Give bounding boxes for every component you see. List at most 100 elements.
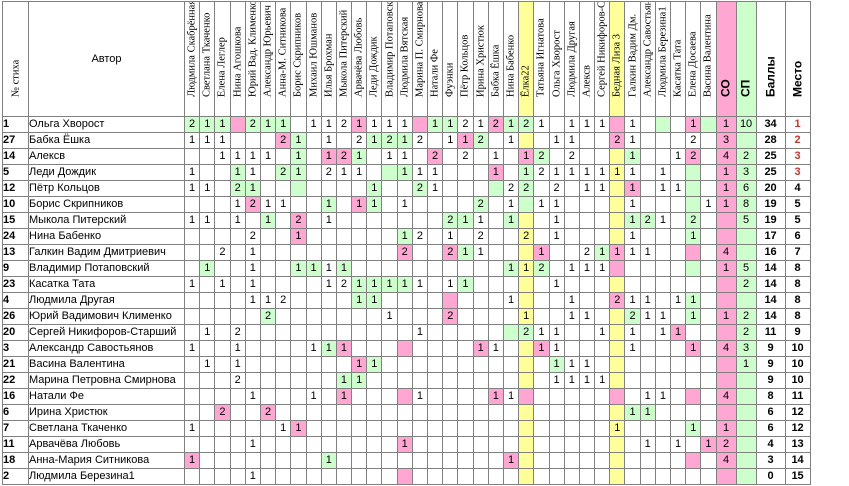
score-cell [229,436,246,453]
score-cell [320,228,337,245]
score-cell [457,164,474,181]
score-cell [351,228,368,245]
score-cell [700,180,717,197]
score-cell [411,452,429,469]
score-cell [654,196,672,213]
header-judge: Бабка Ёшка [487,1,504,117]
score-cell [214,180,231,197]
scores-table: № стиха Автор Людмила Скабрённая Светлана Т… [2,1,811,485]
balls-cell: 16 [755,244,786,261]
score-cell [563,388,580,405]
score-cell [305,276,322,293]
score-cell [411,292,429,309]
score-cell [290,292,307,309]
score-cell: 2 [685,132,702,149]
table-row: 22 Марина Петровна Смирнова 2 1 1 1 1 1 1 9 10 [2,372,811,389]
score-cell [396,372,413,389]
score-cell: 2 [533,260,550,277]
score-cell [578,292,596,309]
score-cell: 1 [624,340,641,357]
score-cell [426,244,444,261]
score-cell [442,372,459,389]
score-cell [594,148,611,165]
place-cell: 3 [784,148,811,165]
score-cell: 1 [214,276,231,293]
score-cell [700,388,717,405]
score-cell [335,132,353,149]
score-cell [457,356,474,373]
score-cell: 1 [183,212,201,229]
score-cell [609,116,626,133]
score-cell: 1 [578,116,596,133]
sp-cell: 6 [735,180,757,197]
score-cell [275,276,292,293]
score-cell [578,132,596,149]
score-cell [487,436,504,453]
score-cell: 1 [502,116,520,133]
header-verse-number: № стиха [2,1,29,117]
score-cell [426,404,444,421]
author-name: Арвачёва Любовь [28,436,185,453]
score-cell [700,404,717,421]
score-cell: 1 [472,244,489,261]
header-judge-label: Бабка Ёшка [490,44,502,97]
score-cell [669,404,687,421]
score-cell [229,116,246,133]
score-cell: 1 [320,196,337,213]
header-judge-label: Васина Валентина [702,14,714,97]
score-cell [381,244,398,261]
score-cell: 1 [411,324,429,341]
author-name: Анна-Мария Ситникова [28,452,185,469]
score-cell [639,468,656,485]
score-cell [563,436,580,453]
balls-cell: 25 [755,164,786,181]
score-cell [624,452,641,469]
score-cell [366,340,383,357]
score-cell: 1 [229,164,246,181]
score-cell [472,260,489,277]
score-cell [305,372,322,389]
header-judge-label: Елена Леглер [216,37,228,97]
score-cell [609,212,626,229]
score-cell [366,164,383,181]
score-cell: 1 [533,244,550,261]
score-cell: 1 [351,372,368,389]
score-cell: 1 [548,212,565,229]
score-cell [669,212,687,229]
score-cell: 1 [305,116,322,133]
score-cell [700,132,717,149]
score-cell [214,292,231,309]
sp-cell: 3 [735,164,757,181]
score-cell: 1 [320,148,337,165]
score-cell [563,452,580,469]
verse-number: 11 [2,436,29,453]
score-cell [609,468,626,485]
score-cell [442,452,459,469]
score-cell [442,148,459,165]
score-cell: 1 [351,148,368,165]
score-cell [259,356,277,373]
score-cell [669,340,687,357]
score-cell: 1 [624,148,641,165]
score-cell [259,132,277,149]
score-cell: 1 [351,116,368,133]
score-cell [351,404,368,421]
score-cell [183,356,201,373]
score-cell: 1 [624,132,641,149]
score-cell [533,132,550,149]
score-cell: 1 [563,260,580,277]
score-cell: 2 [411,180,429,197]
score-cell [487,324,504,341]
score-cell [609,436,626,453]
score-cell [472,164,489,181]
score-cell [396,260,413,277]
score-cell: 1 [214,116,231,133]
score-cell: 2 [351,132,368,149]
score-cell [305,196,322,213]
score-cell [578,404,596,421]
header-judge: Юрий Вад. Клименко [244,1,261,117]
score-cell [214,468,231,485]
score-cell: 1 [594,260,611,277]
verse-number: 18 [2,452,29,469]
score-cell [639,276,656,293]
